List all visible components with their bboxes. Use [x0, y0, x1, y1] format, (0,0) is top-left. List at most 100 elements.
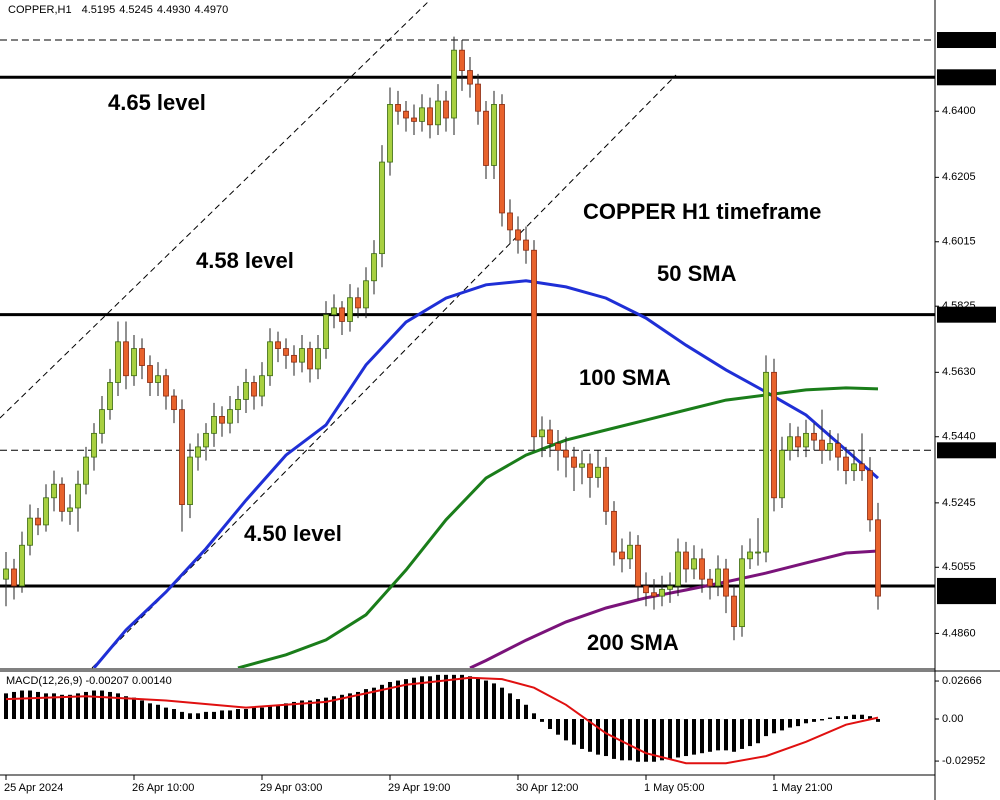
candle-body [115, 341, 121, 383]
candle-body [419, 107, 425, 122]
x-tick-label: 26 Apr 10:00 [132, 782, 194, 794]
candle-body [435, 100, 441, 126]
macd-bar [492, 683, 496, 720]
macd-bar [316, 699, 320, 720]
candle-body [427, 107, 433, 126]
macd-bar [44, 693, 48, 720]
candle-body [147, 365, 153, 383]
macd-bar [796, 719, 800, 727]
macd-bar [604, 719, 608, 757]
level-box [937, 69, 996, 86]
candle-body [779, 449, 785, 499]
candle-body [139, 348, 145, 366]
macd-bar [412, 677, 416, 720]
macd-bar [676, 719, 680, 758]
candle-body [731, 595, 737, 628]
macd-bar [868, 716, 872, 720]
y-tick-label: 4.6205 [942, 171, 976, 183]
candle-body [363, 280, 369, 309]
candle-body [747, 551, 753, 560]
level-box [937, 306, 996, 323]
macd-bar [220, 710, 224, 720]
macd-bar [500, 687, 504, 720]
candle-body [803, 432, 809, 448]
candle-body [723, 568, 729, 597]
candle-body [195, 446, 201, 458]
macd-bar [684, 719, 688, 757]
macd-bar [132, 697, 136, 720]
candle-body [603, 466, 609, 512]
candle-body [715, 568, 721, 587]
macd-bar [236, 709, 240, 720]
macd-bar [532, 713, 536, 720]
candle-body [875, 519, 881, 597]
candle-body [571, 456, 577, 468]
level-box [937, 577, 996, 594]
candle-body [331, 307, 337, 316]
macd-bar [580, 719, 584, 749]
candle-body [635, 544, 641, 587]
candle-body [259, 375, 265, 397]
macd-bar [740, 719, 744, 749]
macd-bar [60, 694, 64, 720]
macd-bar [436, 674, 440, 720]
macd-bar [772, 719, 776, 734]
macd-bar [396, 680, 400, 720]
macd-bar [780, 719, 784, 731]
candle-body [299, 348, 305, 363]
macd-bar [76, 693, 80, 720]
macd-bar [308, 700, 312, 720]
trend-line [91, 74, 677, 669]
candle-body [451, 49, 457, 119]
candle-body [243, 382, 249, 400]
level-label: 4.6500 [941, 72, 975, 84]
macd-bar [652, 719, 656, 762]
macd-bar [108, 691, 112, 720]
macd-bar [292, 701, 296, 720]
candle-body [43, 497, 49, 526]
macd-bar [116, 693, 120, 720]
candle-body [275, 341, 281, 349]
candle-body [739, 558, 745, 628]
macd-bar [876, 719, 880, 722]
candle-body [771, 371, 777, 499]
macd-bar [548, 719, 552, 729]
macd-bar [460, 674, 464, 720]
sma-line [92, 279, 879, 668]
candle-body [267, 341, 273, 377]
candle-body [35, 517, 41, 526]
annotation: COPPER H1 timeframe [583, 199, 821, 224]
candle-body [163, 375, 169, 397]
candle-body [763, 371, 769, 553]
candle-body [619, 551, 625, 560]
candle-body [323, 314, 329, 349]
macd-title: MACD(12,26,9) -0.00207 0.00140 [6, 675, 172, 687]
candle-body [819, 439, 825, 451]
macd-bar [668, 719, 672, 759]
macd-bar [252, 707, 256, 720]
candle-body [467, 70, 473, 85]
macd-bar [836, 716, 840, 720]
macd-bar [404, 679, 408, 720]
candle-body [11, 568, 17, 587]
macd-bar [724, 719, 728, 751]
macd-bar [428, 676, 432, 720]
candle-body [691, 558, 697, 570]
candle-body [291, 354, 297, 363]
macd-y-tick-label: 0.02666 [942, 675, 982, 687]
candle-body [315, 348, 321, 370]
macd-bar [204, 711, 208, 720]
macd-bar [644, 719, 648, 762]
candle-body [179, 409, 185, 505]
macd-bar [380, 684, 384, 720]
candle-body [211, 415, 217, 434]
macd-bar [844, 716, 848, 720]
candle-body [203, 432, 209, 448]
candle-body [683, 551, 689, 570]
macd-bar [188, 713, 192, 720]
macd-bar [124, 696, 128, 720]
candle-body [19, 544, 25, 587]
sma-label: 50 SMA [657, 261, 737, 286]
header-value: 4.4970 [195, 4, 229, 16]
candle-body [123, 341, 129, 377]
